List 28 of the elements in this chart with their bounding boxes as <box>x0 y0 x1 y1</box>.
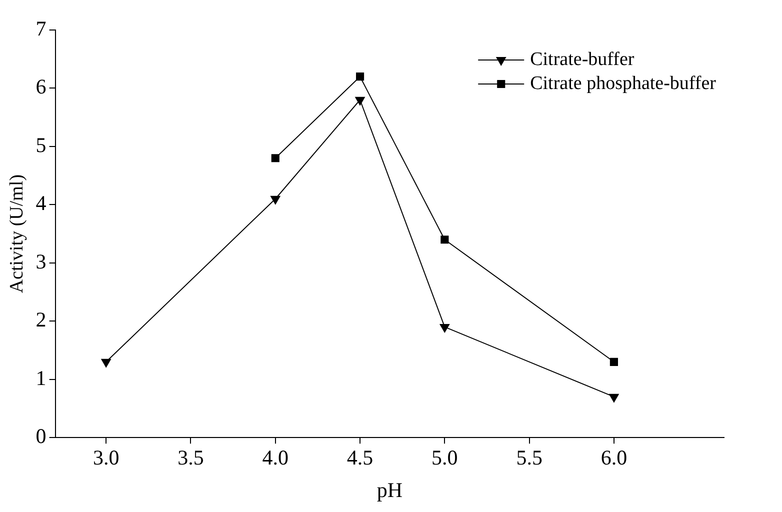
point <box>271 154 280 162</box>
point <box>101 358 111 368</box>
x-tick-label: 3.0 <box>92 446 120 470</box>
point <box>610 358 618 366</box>
y-tick-label: 0 <box>36 424 46 448</box>
y-tick-label: 6 <box>36 74 46 99</box>
y-tick-label: 2 <box>36 308 46 332</box>
legend-label: Citrate phosphate-buffer <box>530 72 717 94</box>
y-axis-title: Activity (U/ml) <box>6 174 28 294</box>
x-axis-title: pH <box>376 478 402 502</box>
x-tick-label: 4.5 <box>346 446 374 470</box>
point <box>440 324 450 332</box>
y-tick-label: 5 <box>36 132 46 157</box>
point <box>609 394 619 402</box>
x-tick-label: 6.0 <box>600 446 628 470</box>
y-tick-label: 1 <box>36 366 46 390</box>
point <box>270 196 280 204</box>
x-tick-label: 5.0 <box>432 446 458 470</box>
y-tick-label: 3 <box>36 249 46 274</box>
x-tick-label: 5.5 <box>516 446 542 470</box>
x-tick-label: 3.5 <box>178 446 204 470</box>
y-tick-label: 4 <box>36 191 47 216</box>
point <box>356 72 364 81</box>
legend-label: Citrate-buffer <box>530 48 635 70</box>
y-tick-label: 7 <box>36 16 46 41</box>
x-tick-label: 4.0 <box>262 446 289 470</box>
point <box>440 236 449 244</box>
point <box>355 96 365 106</box>
